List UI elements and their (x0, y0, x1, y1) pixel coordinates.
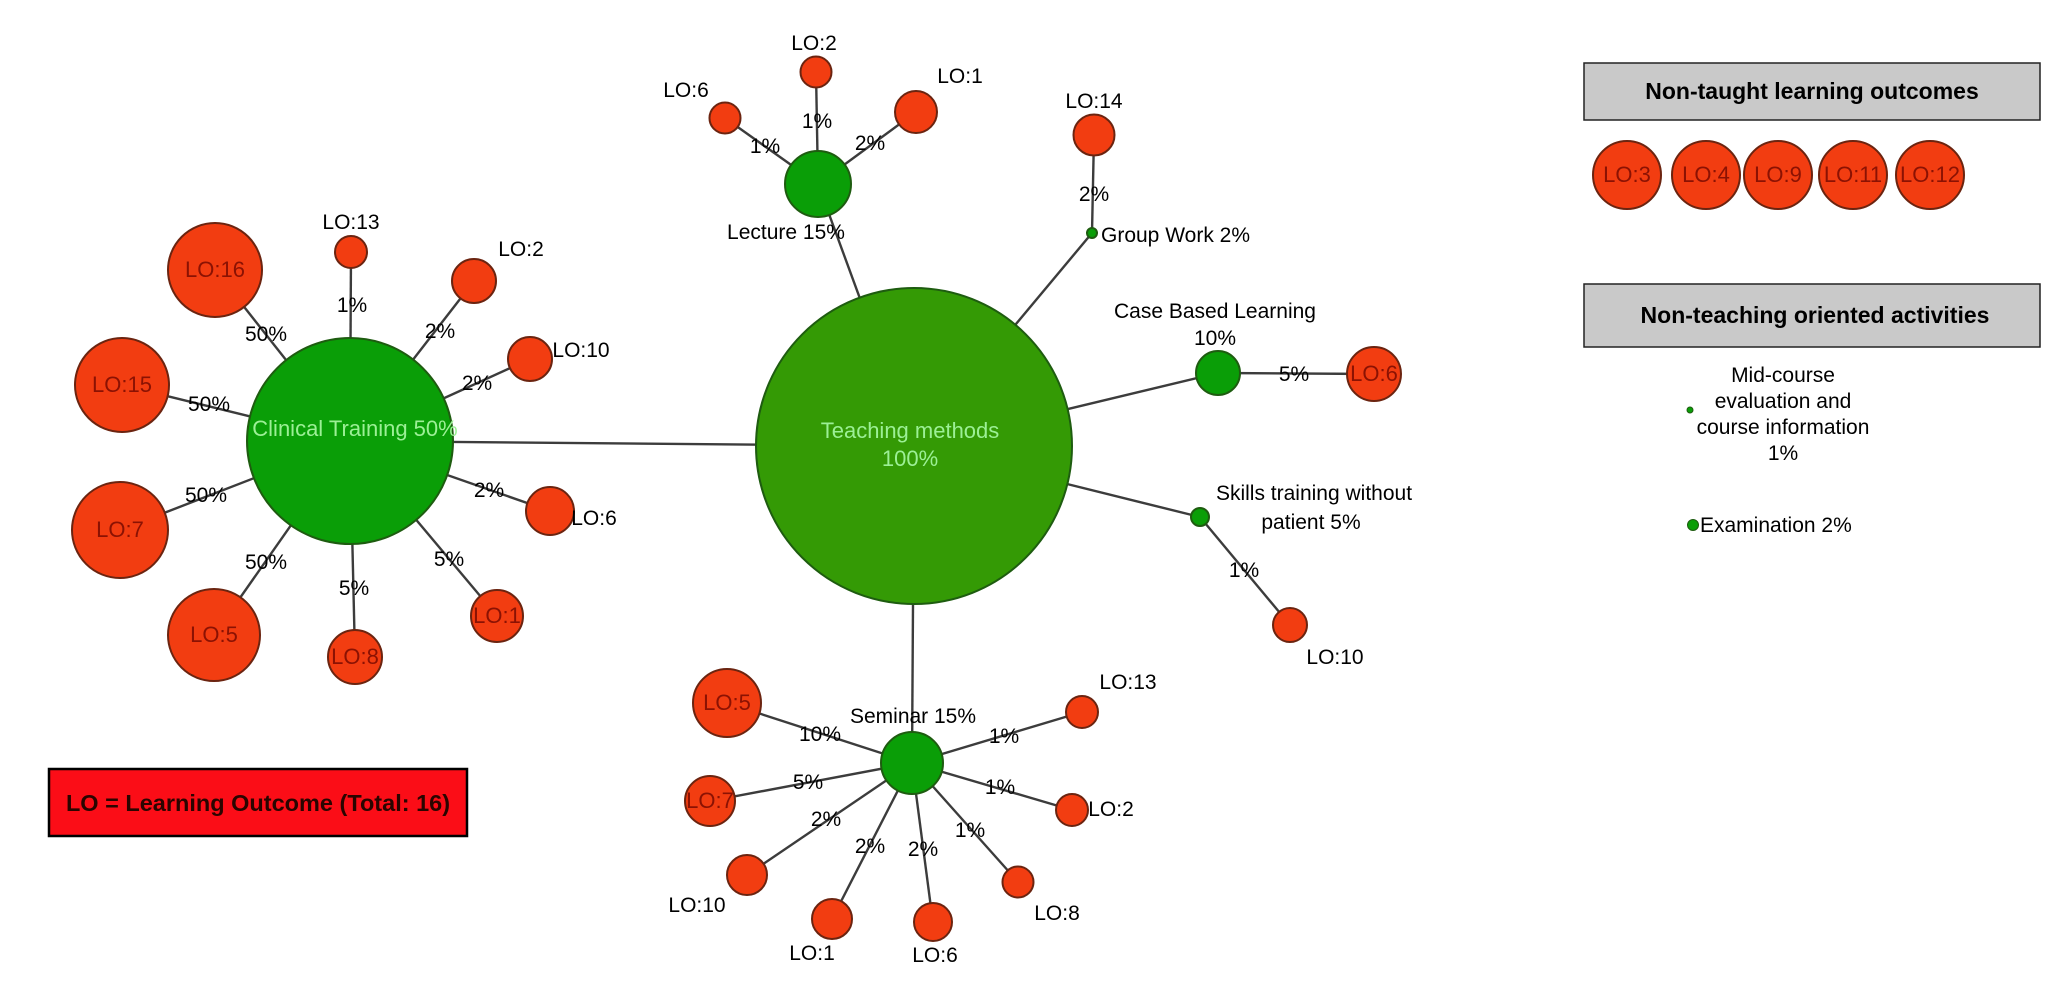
svg-text:2%: 2% (462, 372, 492, 395)
svg-text:2%: 2% (474, 479, 504, 502)
svg-text:5%: 5% (434, 548, 464, 571)
svg-text:1%: 1% (989, 725, 1019, 748)
svg-text:LO = Learning Outcome (Total:: LO = Learning Outcome (Total: 16) (66, 790, 450, 816)
svg-text:Lecture 15%: Lecture 15% (727, 221, 845, 244)
svg-text:LO:9: LO:9 (1754, 162, 1802, 187)
svg-text:LO:7: LO:7 (96, 517, 144, 542)
svg-text:LO:1: LO:1 (789, 942, 835, 965)
svg-text:Examination 2%: Examination 2% (1700, 514, 1852, 537)
svg-text:LO:10: LO:10 (552, 339, 609, 362)
svg-text:5%: 5% (339, 577, 369, 600)
svg-text:LO:1: LO:1 (473, 603, 521, 628)
svg-text:1%: 1% (337, 294, 367, 317)
svg-text:Group Work 2%: Group Work 2% (1101, 224, 1250, 247)
svg-text:Mid-course: Mid-course (1731, 364, 1835, 387)
svg-text:Teaching methods: Teaching methods (821, 418, 1000, 443)
svg-text:50%: 50% (245, 551, 287, 574)
svg-text:2%: 2% (811, 808, 841, 831)
svg-text:50%: 50% (188, 393, 230, 416)
svg-text:LO:11: LO:11 (1824, 162, 1882, 187)
svg-text:LO:14: LO:14 (1065, 90, 1123, 113)
svg-text:Skills training without: Skills training without (1216, 482, 1412, 505)
svg-text:LO:1: LO:1 (937, 65, 983, 88)
svg-text:LO:15: LO:15 (92, 372, 152, 397)
svg-text:LO:5: LO:5 (703, 690, 751, 715)
svg-text:1%: 1% (750, 135, 780, 158)
svg-text:LO:2: LO:2 (1088, 798, 1134, 821)
svg-text:LO:5: LO:5 (190, 622, 238, 647)
svg-text:1%: 1% (1768, 442, 1798, 465)
svg-text:LO:2: LO:2 (791, 32, 837, 55)
svg-text:100%: 100% (882, 446, 938, 471)
svg-text:50%: 50% (245, 323, 287, 346)
svg-text:LO:6: LO:6 (912, 944, 958, 967)
svg-text:LO:16: LO:16 (185, 257, 245, 282)
svg-text:LO:6: LO:6 (1350, 361, 1398, 386)
svg-text:LO:8: LO:8 (331, 644, 379, 669)
svg-text:evaluation and: evaluation and (1715, 390, 1852, 413)
svg-text:LO:7: LO:7 (686, 788, 734, 813)
svg-text:LO:10: LO:10 (1306, 646, 1363, 669)
svg-text:LO:10: LO:10 (668, 894, 725, 917)
svg-text:LO:4: LO:4 (1682, 162, 1730, 187)
svg-text:Clinical Training 50%: Clinical Training 50% (252, 416, 457, 441)
svg-text:1%: 1% (1229, 559, 1259, 582)
svg-text:LO:2: LO:2 (498, 238, 544, 261)
svg-text:10%: 10% (1194, 327, 1236, 350)
svg-text:LO:12: LO:12 (1900, 162, 1960, 187)
svg-text:50%: 50% (185, 484, 227, 507)
svg-text:Case Based Learning: Case Based Learning (1114, 300, 1316, 323)
svg-text:Non-teaching oriented activiti: Non-teaching oriented activities (1641, 302, 1990, 328)
svg-text:2%: 2% (425, 320, 455, 343)
svg-text:1%: 1% (802, 110, 832, 133)
svg-text:1%: 1% (985, 776, 1015, 799)
svg-text:LO:13: LO:13 (322, 211, 379, 234)
svg-text:2%: 2% (855, 835, 885, 858)
svg-text:LO:13: LO:13 (1099, 671, 1156, 694)
svg-text:5%: 5% (793, 771, 823, 794)
svg-text:LO:6: LO:6 (571, 507, 617, 530)
svg-text:patient 5%: patient 5% (1261, 511, 1360, 534)
svg-text:LO:6: LO:6 (663, 79, 709, 102)
svg-text:Seminar 15%: Seminar 15% (850, 705, 976, 728)
svg-text:Non-taught learning outcomes: Non-taught learning outcomes (1645, 78, 1979, 104)
svg-text:2%: 2% (855, 132, 885, 155)
svg-text:course information: course information (1697, 416, 1870, 439)
svg-text:LO:3: LO:3 (1603, 162, 1651, 187)
svg-text:5%: 5% (1279, 363, 1309, 386)
svg-text:2%: 2% (1079, 183, 1109, 206)
svg-text:LO:8: LO:8 (1034, 902, 1080, 925)
svg-text:1%: 1% (955, 819, 985, 842)
svg-text:2%: 2% (908, 838, 938, 861)
svg-text:10%: 10% (799, 723, 841, 746)
